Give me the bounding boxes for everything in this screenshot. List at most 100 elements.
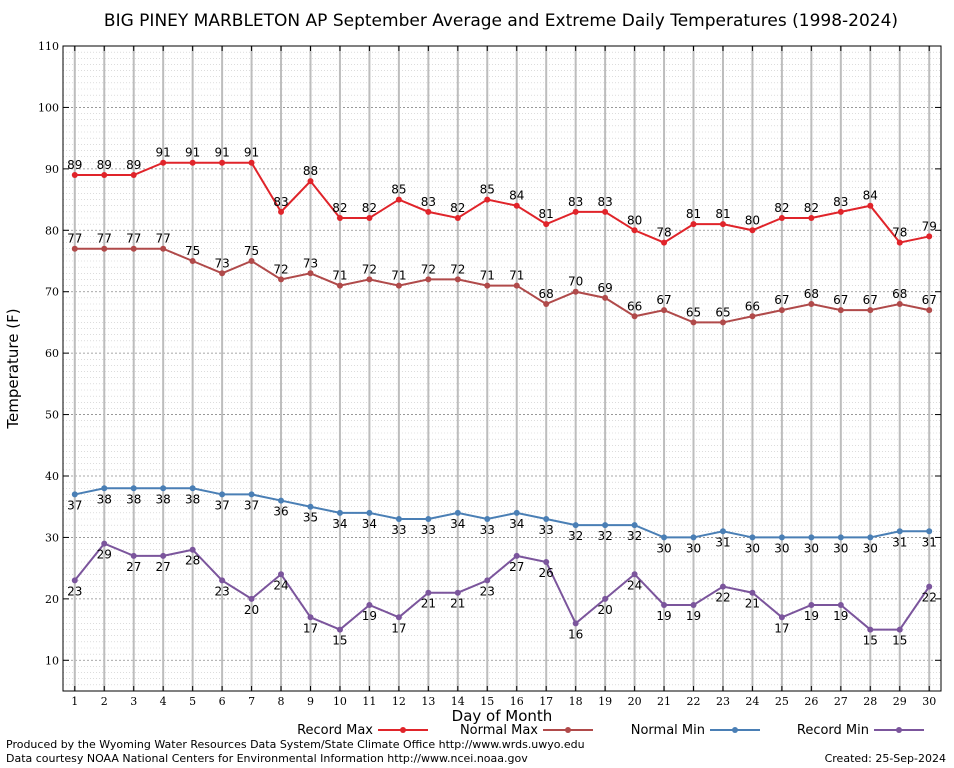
record-min-point <box>543 559 550 565</box>
normal-max-data-label: 77 <box>67 232 82 246</box>
record-min-point <box>189 546 196 553</box>
normal-min-data-label: 31 <box>892 535 907 549</box>
normal-min-point <box>572 522 579 529</box>
x-tick-label: 1 <box>71 695 78 708</box>
normal-min-point <box>926 528 933 535</box>
normal-min-point <box>719 528 726 535</box>
normal-max-data-label: 73 <box>214 256 229 270</box>
x-tick-label: 22 <box>687 695 701 708</box>
record-min-data-label: 22 <box>922 591 937 605</box>
record-max-point <box>160 159 167 166</box>
normal-min-point <box>395 516 402 522</box>
normal-min-point <box>837 534 844 541</box>
record-min-point <box>454 589 461 596</box>
x-tick-label: 10 <box>333 695 347 708</box>
record-max-point <box>366 215 373 221</box>
normal-min-data-label: 37 <box>67 498 82 512</box>
record-max-point <box>307 178 314 185</box>
record-min-point <box>425 589 432 596</box>
normal-max-point <box>395 282 402 289</box>
record-max-point <box>189 159 196 166</box>
normal-max-point <box>160 245 167 252</box>
record-min-data-label: 19 <box>656 609 671 623</box>
record-min-point <box>926 583 933 590</box>
normal-min-data-label: 33 <box>539 523 554 537</box>
normal-max-data-label: 67 <box>656 293 671 307</box>
record-min-line <box>74 542 931 631</box>
minor-gridlines <box>63 51 941 692</box>
record-max-data-label: 81 <box>686 207 701 221</box>
x-tick-label: 29 <box>893 695 907 708</box>
normal-max-point <box>602 294 609 301</box>
normal-min-data-label: 38 <box>156 492 171 506</box>
normal-max-data-label: 66 <box>745 299 760 313</box>
record-min-point <box>690 602 697 608</box>
normal-max-point <box>101 245 108 252</box>
record-min-point <box>101 540 108 547</box>
normal-min-point <box>778 534 785 541</box>
record-min-data-label: 17 <box>774 621 789 635</box>
record-max-point <box>543 221 550 228</box>
record-min-point <box>71 577 78 584</box>
normal-max-point <box>130 245 137 252</box>
record-max-point <box>572 208 579 215</box>
normal-min-point <box>513 509 520 516</box>
normal-max-data-label: 65 <box>686 305 701 319</box>
normal-max-data-label: 73 <box>303 256 318 270</box>
normal-min-data-label: 30 <box>656 541 671 555</box>
record-min-point <box>602 595 609 602</box>
record-min-data-label: 19 <box>804 609 819 623</box>
normal-min-data-label: 30 <box>745 541 760 555</box>
normal-min-data-label: 33 <box>391 523 406 537</box>
record-max-point <box>926 233 933 240</box>
normal-min-line <box>74 487 930 539</box>
normal-max-data-label: 77 <box>97 232 112 246</box>
normal-min-point <box>867 534 874 541</box>
record-max-point <box>484 196 491 203</box>
record-max-data-label: 91 <box>185 146 200 160</box>
record-min-data-label: 19 <box>833 609 848 623</box>
x-tick-label: 27 <box>834 695 848 708</box>
normal-max-data-label: 77 <box>126 232 141 246</box>
normal-min-point <box>896 528 903 535</box>
normal-min-point <box>425 516 432 522</box>
normal-max-point <box>484 282 491 289</box>
normal-min-data-label: 30 <box>774 541 789 555</box>
y-tick-label: 50 <box>45 409 59 422</box>
record-max-data-label: 85 <box>480 183 495 197</box>
x-tick-label: 9 <box>307 695 314 708</box>
normal-min-data-label: 33 <box>480 523 495 537</box>
legend-label-record-min: Record Min <box>797 723 869 738</box>
normal-min-data-label: 38 <box>126 492 141 506</box>
normal-max-data-label: 72 <box>421 262 436 276</box>
plot-frame <box>62 45 942 692</box>
x-tick-label: 25 <box>775 695 789 708</box>
record-min-point <box>278 571 285 578</box>
y-tick-label: 110 <box>38 40 59 53</box>
record-min-data-label: 16 <box>568 627 583 641</box>
record-min-data-label: 27 <box>509 560 524 574</box>
record-min-point <box>248 595 255 602</box>
record-min-point <box>661 602 668 608</box>
record-min-point <box>896 626 903 633</box>
normal-max-data-label: 75 <box>185 244 200 258</box>
record-max-data-label: 91 <box>156 146 171 160</box>
normal-min-point <box>484 516 491 522</box>
normal-min-data-label: 30 <box>804 541 819 555</box>
x-tick-label: 18 <box>569 695 583 708</box>
record-min-data-label: 20 <box>244 603 259 617</box>
record-max-data-label: 82 <box>332 201 347 215</box>
record-max-point <box>248 159 255 166</box>
normal-max-point <box>278 276 285 283</box>
x-tick-label: 20 <box>628 695 642 708</box>
normal-max-point <box>778 307 785 314</box>
record-max-point <box>395 196 402 203</box>
normal-max-line <box>74 247 930 324</box>
record-min-point <box>513 552 520 559</box>
x-tick-label: 7 <box>248 695 255 708</box>
record-min-data-label: 28 <box>185 554 200 568</box>
normal-max-point <box>336 282 343 289</box>
record-max-point <box>219 159 226 166</box>
normal-min-point <box>160 485 167 492</box>
